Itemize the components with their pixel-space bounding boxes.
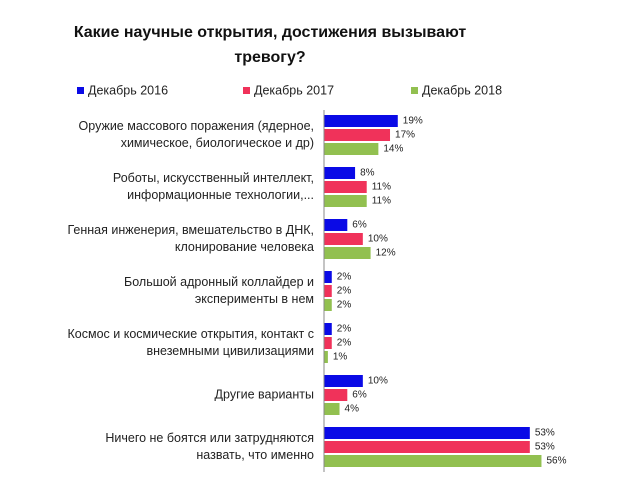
legend-label: Декабрь 2017	[254, 83, 334, 97]
category-label: Роботы, искусственный интеллект, информа…	[112, 171, 314, 202]
legend-swatch	[77, 87, 84, 94]
data-label: 2%	[337, 300, 352, 311]
bar	[324, 389, 348, 401]
bar	[324, 441, 530, 453]
data-label: 2%	[337, 324, 352, 335]
data-label: 11%	[372, 182, 391, 193]
legend-swatch	[411, 87, 418, 94]
data-label: 1%	[333, 352, 348, 363]
data-label: 19%	[403, 116, 423, 127]
bar	[324, 337, 332, 349]
category-label: Оружие массового поражения (ядерное, хим…	[78, 119, 314, 150]
category-label: Другие варианты	[214, 387, 314, 402]
data-label: 6%	[352, 390, 367, 401]
chart-title: Какие научные открытия, достижения вызыв…	[73, 24, 467, 66]
data-label: 56%	[546, 456, 566, 467]
data-label: 11%	[372, 196, 391, 207]
legend-label: Декабрь 2016	[88, 83, 168, 97]
data-label: 10%	[368, 234, 388, 245]
category-label: Космос и космические открытия, контакт с…	[67, 327, 314, 358]
legend-swatch	[243, 87, 250, 94]
data-label: 10%	[368, 376, 388, 387]
bar	[324, 271, 332, 283]
bar	[324, 375, 363, 387]
data-label: 8%	[360, 168, 375, 179]
bar	[324, 403, 340, 415]
data-label: 4%	[345, 404, 360, 415]
bar	[324, 351, 328, 363]
bar	[324, 195, 367, 207]
bar	[324, 427, 530, 439]
bar	[324, 247, 371, 259]
data-label: 6%	[352, 220, 367, 231]
category-label: Большой адронный коллайдер и эксперимент…	[124, 275, 314, 306]
bar	[324, 129, 391, 141]
bar	[324, 455, 542, 467]
legend-label: Декабрь 2018	[422, 83, 502, 97]
bar	[324, 167, 356, 179]
data-label: 17%	[395, 130, 415, 141]
data-label: 53%	[535, 428, 555, 439]
data-label: 2%	[337, 286, 352, 297]
bar	[324, 299, 332, 311]
data-label: 2%	[337, 338, 352, 349]
bar	[324, 143, 379, 155]
data-label: 53%	[535, 442, 555, 453]
data-label: 12%	[376, 248, 396, 259]
data-label: 14%	[383, 144, 403, 155]
category-label: Ничего не боятся или затрудняются назват…	[105, 431, 314, 462]
bar	[324, 323, 332, 335]
bar	[324, 233, 363, 245]
bar	[324, 115, 398, 127]
category-label: Генная инженерия, вмешательство в ДНК, к…	[67, 223, 314, 254]
data-label: 2%	[337, 272, 352, 283]
bar	[324, 285, 332, 297]
bar	[324, 181, 367, 193]
bar	[324, 219, 348, 231]
